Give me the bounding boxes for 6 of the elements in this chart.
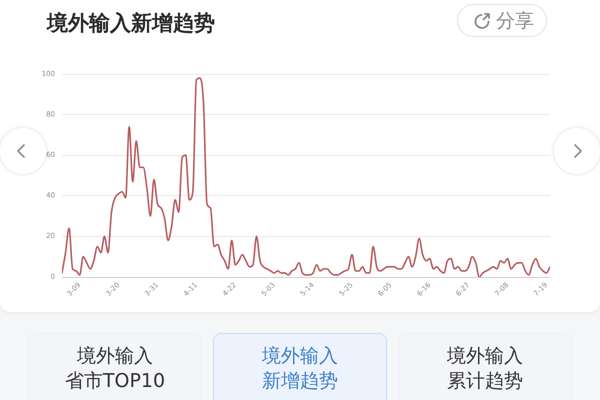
tab-button: 境外输入 新增趋势 — [213, 333, 387, 400]
tab-button: 境外输入 累计趋势 — [398, 333, 572, 400]
line-series — [62, 77, 550, 277]
chart-title: 境外输入新增趋势 — [47, 10, 215, 36]
tab-button: 境外输入 省市TOP10 — [28, 333, 202, 400]
share-button: 分享 — [457, 4, 547, 37]
